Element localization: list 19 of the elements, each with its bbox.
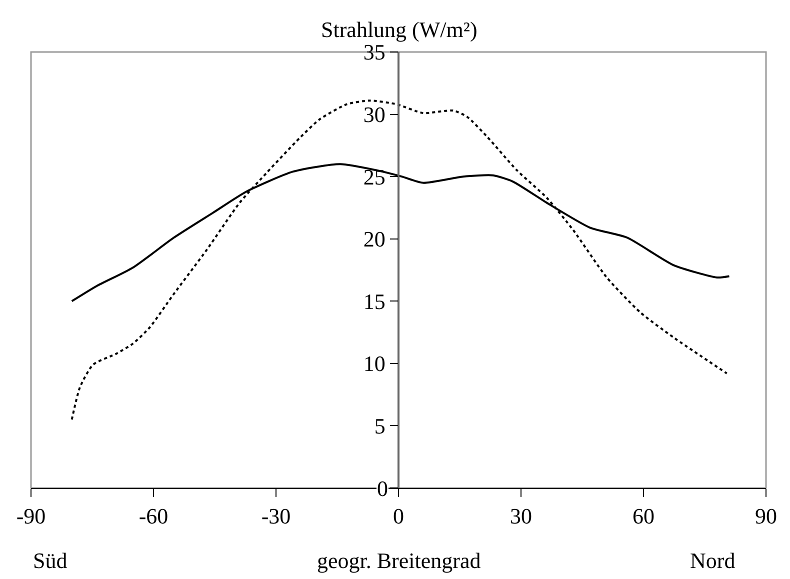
x-tick-label: -90 [16,503,46,528]
x-axis-title: geogr. Breitengrad [317,548,481,573]
y-tick-label: 10 [363,351,386,376]
y-tick-label: 5 [374,413,386,438]
x-tick-label: 30 [510,503,532,528]
x-tick-label: 0 [393,503,404,528]
y-tick-label: 30 [363,102,386,127]
line-series [70,100,728,420]
x-tick-label: -30 [261,503,291,528]
x-tick-label: -60 [138,503,168,528]
text: Süd [33,548,68,573]
y-tick-label: 15 [363,288,386,314]
chart-title: Strahlung (W/m²) [321,17,478,42]
y-tick-label: 35 [363,40,386,65]
y-tick-label: 20 [363,226,386,252]
x-tick-label: 60 [632,503,654,528]
x-tick-label: 90 [755,503,777,528]
y-tick-label: 0 [377,476,388,501]
text: Nord [690,548,736,573]
